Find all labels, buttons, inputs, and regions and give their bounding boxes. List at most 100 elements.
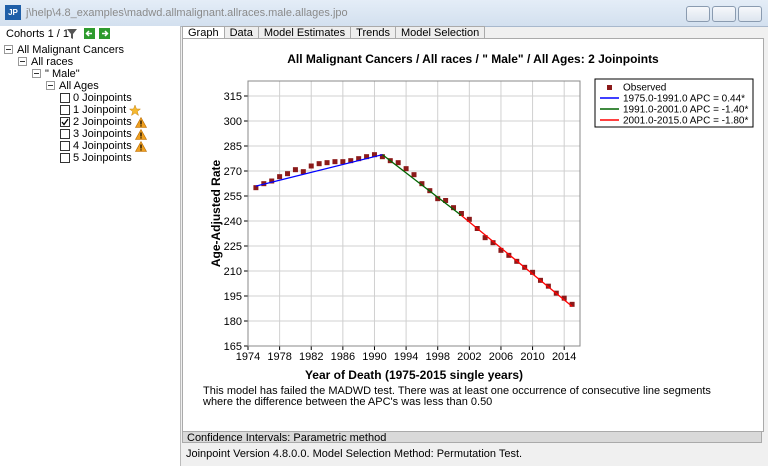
x-tick-label: 2002 [457,351,481,363]
tree-node[interactable]: All Ages [46,80,99,92]
tree-node[interactable]: 3 Joinpoints [60,128,147,140]
tree-node[interactable]: " Male" [32,68,80,80]
observed-point [419,181,425,187]
tree-label: 1 Joinpoint [73,104,127,116]
window-title: j\help\4.8_examples\madwd.allmalignant.a… [26,7,348,19]
y-tick-label: 240 [224,216,242,228]
expander[interactable] [32,69,42,79]
cohorts-label: Cohorts 1 / 1 [6,28,69,40]
close-button[interactable] [738,6,762,22]
observed-point [364,154,370,160]
tree-node[interactable]: All Malignant Cancers [4,44,124,56]
expander[interactable] [18,57,28,67]
x-tick-label: 2014 [552,351,576,363]
checkbox[interactable] [60,105,70,115]
checkbox[interactable] [60,141,70,151]
x-tick-label: 1998 [425,351,449,363]
tree-label: 3 Joinpoints [73,128,132,140]
observed-point [356,156,362,162]
tree-node[interactable]: 4 Joinpoints [60,140,147,152]
observed-point [411,172,417,178]
y-tick-label: 180 [224,316,242,328]
y-tick-label: 270 [224,166,242,178]
y-tick-label: 285 [224,141,242,153]
observed-point [316,161,322,167]
tree-node[interactable]: 1 Joinpoint [60,104,142,116]
tab[interactable]: Data [223,26,259,39]
tree-label: 5 Joinpoints [73,152,132,164]
tree-label: All Malignant Cancers [17,44,124,56]
observed-point [253,185,259,191]
filter-icon[interactable] [67,29,77,39]
tree-node[interactable]: 0 Joinpoints [60,92,132,104]
x-tick-label: 1990 [362,351,386,363]
graph-panel: All Malignant Cancers / All races / " Ma… [182,38,764,432]
observed-point [371,152,377,158]
legend-box [594,78,754,128]
observed-point [332,159,338,165]
minimize-button[interactable] [686,6,710,22]
model-message: This model has failed the MADWD test. Th… [203,385,711,408]
observed-point [466,216,472,222]
checkbox[interactable] [60,153,70,163]
warning-icon [134,116,147,128]
x-tick-label: 1978 [267,351,291,363]
tree-node[interactable]: 5 Joinpoints [60,152,132,164]
y-tick-label: 225 [224,241,242,253]
x-axis-label: Year of Death (1975-2015 single years) [305,368,523,382]
observed-point [324,160,330,166]
observed-point [490,240,496,246]
checkbox[interactable] [60,93,70,103]
tree-label: " Male" [45,68,80,80]
tab[interactable]: Model Estimates [257,26,352,39]
observed-point [285,171,291,177]
warning-icon [134,140,147,152]
expander[interactable] [46,81,56,91]
expander[interactable] [4,45,14,55]
observed-point [569,301,575,307]
y-tick-label: 195 [224,291,242,303]
tab[interactable]: Trends [350,26,396,39]
maximize-button[interactable] [712,6,736,22]
observed-point [277,174,283,180]
plot-area [247,80,581,347]
observed-point [530,269,536,275]
tree-label: 2 Joinpoints [73,116,132,128]
plot-frame [247,80,581,347]
tree-label: All races [31,56,74,68]
tree-node[interactable]: All races [18,56,73,68]
tree-label: All Ages [59,80,99,92]
x-tick-label: 1982 [299,351,323,363]
observed-point [506,252,512,258]
sidebar: Cohorts 1 / 1 All Malignant Cancers All r… [0,26,181,466]
observed-point [498,247,504,253]
legend-label: 1991.0-2001.0 APC = -1.40* [623,105,748,116]
checkbox[interactable] [60,117,70,127]
observed-point [395,160,401,166]
observed-point [300,169,306,175]
observed-point [435,196,441,202]
tree-node[interactable]: 2 Joinpoints [60,116,147,128]
app-icon: JP [5,5,21,20]
y-tick-label: 210 [224,266,242,278]
chart: All Malignant Cancers / All races / " Ma… [209,52,754,382]
title-bar: JP j\help\4.8_examples\madwd.allmalignan… [0,0,768,27]
tab[interactable]: Model Selection [394,26,486,39]
observed-point [482,235,488,241]
y-tick-label: 255 [224,191,242,203]
legend-marker [607,85,612,90]
fit-line [461,214,573,307]
x-tick-label: 2010 [520,351,544,363]
chart-title: All Malignant Cancers / All races / " Ma… [287,52,659,66]
observed-point [403,166,409,172]
fit-line [255,154,383,187]
x-tick-label: 1986 [331,351,355,363]
legend-label: Observed [623,83,666,94]
y-axis-label: Age-Adjusted Rate [209,160,223,268]
legend-label: 2001.0-2015.0 APC = -1.80* [623,116,748,127]
observed-point [269,178,275,184]
tree-label: 4 Joinpoints [73,140,132,152]
legend-label: 1975.0-1991.0 APC = 0.44* [623,94,745,105]
checkbox[interactable] [60,129,70,139]
